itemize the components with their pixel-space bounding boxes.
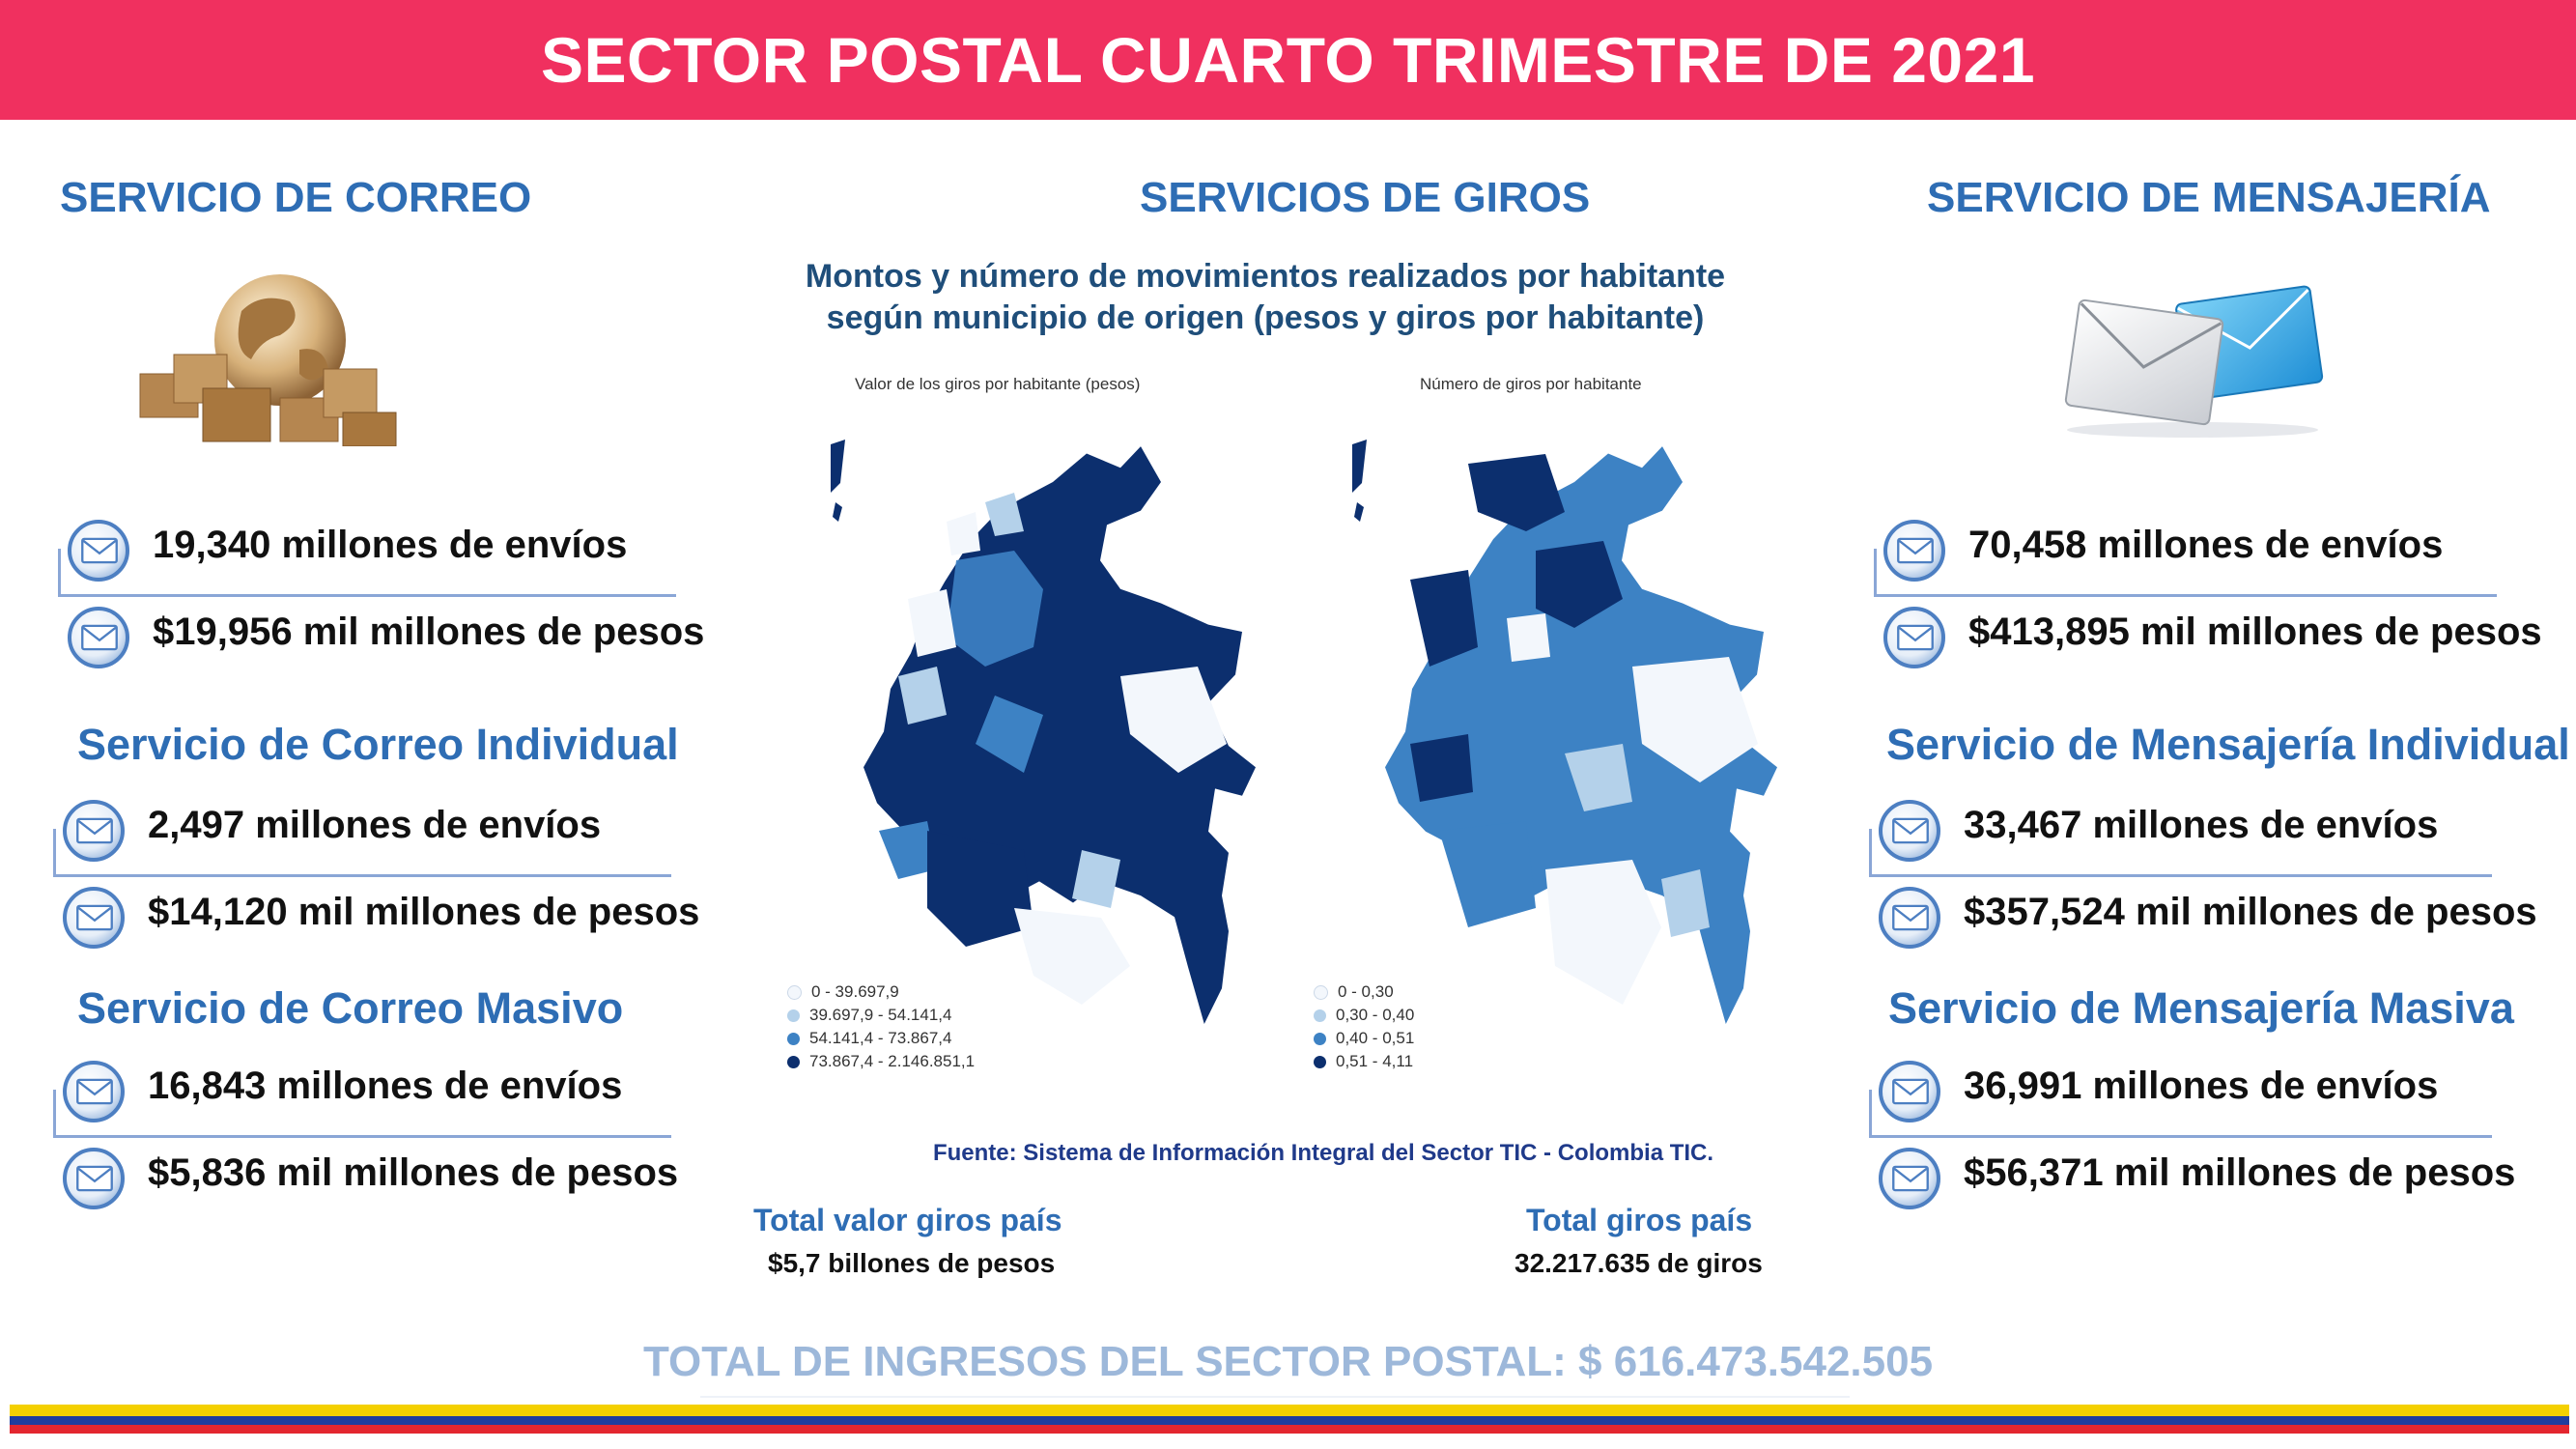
mensajeria-section-title: SERVICIO DE MENSAJERÍA — [1927, 174, 2491, 221]
mensajeria-individual-envios-text: 33,467 millones de envíos — [1964, 804, 2439, 846]
legend-item: 0,51 - 4,11 — [1314, 1050, 1414, 1073]
giros-source: Fuente: Sistema de Información Integral … — [932, 1140, 1714, 1166]
map-right-caption: Número de giros por habitante — [1420, 375, 1642, 393]
giros-chart-title-line1: Montos y número de movimientos realizado… — [805, 258, 1726, 295]
envelopes-icon — [2057, 275, 2328, 440]
mensajeria-masiva-title: Servicio de Mensajería Masiva — [1888, 983, 2514, 1033]
bullet-connector — [58, 549, 676, 597]
legend-swatch — [787, 1009, 800, 1022]
mensajeria-individual-title: Servicio de Mensajería Individual — [1886, 720, 2570, 769]
mail-icon — [68, 520, 129, 582]
mail-icon — [1879, 887, 1940, 949]
legend-item: 73.867,4 - 2.146.851,1 — [787, 1050, 975, 1073]
legend-label: 0,30 - 0,40 — [1336, 1006, 1415, 1024]
footer-divider — [700, 1396, 1850, 1398]
mail-icon — [63, 1148, 125, 1209]
total-valor-value: $5,7 billones de pesos — [768, 1248, 1056, 1278]
mail-icon — [1883, 520, 1945, 582]
mensajeria-masiva-envios-text: 36,991 millones de envíos — [1964, 1065, 2439, 1107]
legend-item: 0,40 - 0,51 — [1314, 1027, 1414, 1050]
total-valor-label: Total valor giros país — [753, 1203, 1062, 1237]
flag-stripe-yellow — [10, 1405, 2569, 1416]
correo-masivo-pesos-text: $5,836 mil millones de pesos — [148, 1151, 679, 1194]
correo-masivo-title: Servicio de Correo Masivo — [77, 983, 624, 1033]
legend-swatch — [1314, 1009, 1326, 1022]
bullet-connector — [1874, 549, 2497, 597]
giros-chart-title: Montos y número de movimientos realizado… — [734, 256, 1797, 339]
bullet-connector — [53, 829, 671, 877]
giros-chart-title-line2: según municipio de origen (pesos y giros… — [826, 299, 1705, 336]
globe-boxes-icon — [135, 263, 401, 447]
correo-masivo-envios-text: 16,843 millones de envíos — [148, 1065, 623, 1107]
bullet-connector — [53, 1090, 671, 1138]
correo-total-envios-text: 19,340 millones de envíos — [153, 524, 628, 566]
map-left-legend: 0 - 39.697,9 39.697,9 - 54.141,4 54.141,… — [787, 980, 975, 1073]
legend-item: 39.697,9 - 54.141,4 — [787, 1004, 975, 1027]
legend-swatch — [1314, 1032, 1326, 1045]
legend-item: 0 - 39.697,9 — [787, 980, 975, 1004]
flag-stripe-blue — [10, 1416, 2569, 1425]
mail-icon — [68, 607, 129, 668]
mail-icon — [1879, 800, 1940, 862]
mail-icon — [1879, 1061, 1940, 1122]
mensajeria-individual-pesos-text: $357,524 mil millones de pesos — [1964, 891, 2537, 933]
mail-icon — [1883, 607, 1945, 668]
legend-label: 0 - 0,30 — [1338, 982, 1394, 1001]
total-ingresos: TOTAL DE INGRESOS DEL SECTOR POSTAL: $ 6… — [642, 1338, 1934, 1385]
legend-swatch — [787, 984, 802, 1000]
legend-label: 39.697,9 - 54.141,4 — [809, 1006, 952, 1024]
correo-individual-pesos-text: $14,120 mil millones de pesos — [148, 891, 700, 933]
correo-individual-envios-text: 2,497 millones de envíos — [148, 804, 602, 846]
giros-section-title: SERVICIOS DE GIROS — [1140, 174, 1591, 221]
page-title: SECTOR POSTAL CUARTO TRIMESTRE DE 2021 — [0, 0, 2576, 120]
legend-swatch — [787, 1032, 800, 1045]
legend-label: 0 - 39.697,9 — [811, 982, 899, 1001]
map-left-caption: Valor de los giros por habitante (pesos) — [855, 375, 1141, 393]
bullet-connector — [1869, 829, 2492, 877]
legend-swatch — [1314, 1055, 1326, 1068]
mail-icon — [63, 1061, 125, 1122]
mensajeria-total-envios-text: 70,458 millones de envíos — [1968, 524, 2444, 566]
bullet-connector — [1869, 1090, 2492, 1138]
mensajeria-total-pesos-text: $413,895 mil millones de pesos — [1968, 611, 2542, 653]
legend-label: 0,40 - 0,51 — [1336, 1029, 1415, 1047]
legend-item: 0,30 - 0,40 — [1314, 1004, 1414, 1027]
mensajeria-masiva-pesos-text: $56,371 mil millones de pesos — [1964, 1151, 2516, 1194]
mail-icon — [63, 887, 125, 949]
colombia-map-count — [1314, 425, 1797, 1043]
legend-swatch — [787, 1055, 800, 1068]
legend-swatch — [1314, 984, 1328, 1000]
correo-total-pesos-text: $19,956 mil millones de pesos — [153, 611, 705, 653]
correo-individual-title: Servicio de Correo Individual — [77, 720, 679, 769]
total-giros-value: 32.217.635 de giros — [1514, 1248, 1763, 1278]
legend-label: 0,51 - 4,11 — [1336, 1052, 1414, 1070]
correo-section-title: SERVICIO DE CORREO — [60, 174, 532, 221]
mail-icon — [1879, 1148, 1940, 1209]
legend-label: 73.867,4 - 2.146.851,1 — [809, 1052, 976, 1070]
mail-icon — [63, 800, 125, 862]
legend-item: 54.141,4 - 73.867,4 — [787, 1027, 975, 1050]
legend-label: 54.141,4 - 73.867,4 — [809, 1029, 952, 1047]
legend-item: 0 - 0,30 — [1314, 980, 1414, 1004]
colombia-map-value — [792, 425, 1275, 1043]
map-right-legend: 0 - 0,30 0,30 - 0,40 0,40 - 0,51 0,51 - … — [1314, 980, 1414, 1073]
flag-stripe-red — [10, 1425, 2569, 1434]
total-giros-label: Total giros país — [1526, 1203, 1753, 1237]
